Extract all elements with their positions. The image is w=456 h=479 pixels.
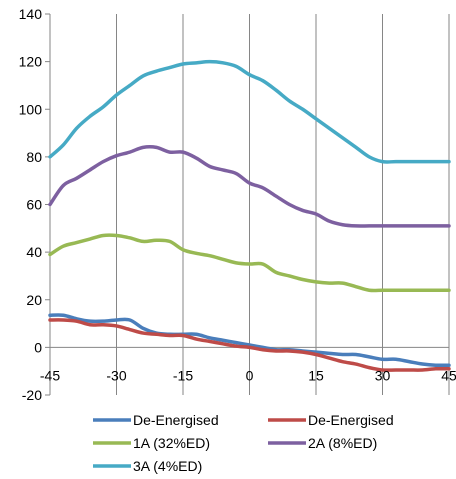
x-tick-label-2: -15	[173, 367, 193, 383]
grid	[49, 14, 450, 395]
series-group	[48, 59, 451, 372]
legend: De-Energised De-Energised 1A (32%ED) 2A (8%…	[93, 412, 394, 474]
y-tick-label-7: 120	[19, 54, 43, 70]
series-line-4	[48, 59, 451, 164]
legend-label-2: 1A (32%ED)	[133, 435, 210, 451]
y-tick-label-1: 0	[34, 339, 42, 355]
x-tick-label-3: 0	[246, 367, 254, 383]
series-line-2	[48, 233, 451, 293]
y-tick-label-5: 80	[26, 149, 42, 165]
y-tick-label-8: 140	[19, 6, 43, 22]
y-tick-label-6: 100	[19, 101, 43, 117]
y-tick-label-3: 40	[26, 244, 42, 260]
x-tick-label-6: 45	[441, 367, 456, 383]
legend-label-1: De-Energised	[308, 412, 394, 428]
y-tick-label-2: 20	[26, 292, 42, 308]
y-tick-label-4: 60	[26, 197, 42, 213]
legend-label-0: De-Energised	[133, 412, 219, 428]
legend-label-4: 3A (4%ED)	[133, 458, 202, 474]
series-line-0	[48, 313, 451, 368]
x-tick-label-1: -30	[106, 367, 126, 383]
x-tick-label-4: 15	[308, 367, 324, 383]
series-line-1	[48, 318, 451, 372]
legend-label-3: 2A (8%ED)	[308, 435, 377, 451]
y-tick-label-0: -20	[22, 387, 42, 403]
x-tick-label-0: -45	[40, 367, 60, 383]
tick-labels: -20 0 20 40 60 80 100 120 140 -45 -30 -15 0 15 30 45	[19, 6, 456, 403]
x-tick-label-5: 30	[375, 367, 391, 383]
series-line-3	[48, 145, 451, 228]
